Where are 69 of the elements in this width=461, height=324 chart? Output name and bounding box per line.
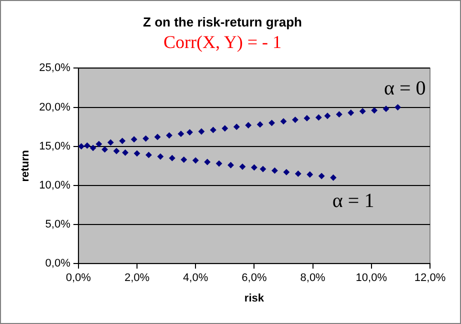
y-tick-label: 15,0% — [39, 140, 71, 152]
point — [348, 110, 354, 116]
x-tick-label: 10,0% — [356, 272, 388, 284]
point — [324, 112, 331, 120]
point — [330, 174, 337, 181]
point — [280, 118, 287, 125]
y-axis-title: return — [20, 150, 32, 182]
x-tick-label: 2,0% — [124, 272, 150, 284]
point — [239, 163, 246, 170]
point — [210, 126, 216, 134]
point — [134, 150, 140, 157]
point — [204, 158, 211, 166]
x-tick-label: 4,0% — [183, 272, 208, 284]
x-tick-label: 12,0% — [414, 272, 446, 284]
point — [96, 140, 102, 148]
point — [113, 148, 120, 154]
point — [250, 164, 258, 171]
point — [304, 115, 310, 122]
point — [142, 135, 149, 142]
point — [272, 167, 278, 174]
point — [228, 162, 234, 168]
x-tick-label: 8,0% — [300, 272, 326, 284]
y-tick-label: 25,0% — [39, 62, 71, 74]
point — [394, 104, 401, 110]
point — [178, 130, 184, 138]
point — [382, 106, 390, 112]
point — [192, 157, 199, 164]
point — [186, 129, 193, 136]
point — [78, 143, 85, 150]
point — [180, 156, 188, 163]
point — [371, 107, 378, 114]
point — [166, 132, 172, 139]
point — [90, 144, 96, 152]
annotation: α = 0 — [384, 78, 426, 100]
point — [318, 172, 325, 180]
y-tick-label: 10,0% — [39, 179, 71, 192]
point — [292, 116, 298, 123]
y-tick-label: 20,0% — [39, 101, 71, 114]
point — [245, 122, 252, 128]
annotation: α = 1 — [332, 190, 374, 212]
point — [233, 124, 240, 130]
point — [268, 120, 275, 126]
point — [146, 152, 152, 158]
y-tick-label: 5,0% — [45, 218, 71, 231]
x-tick-label: 0,0% — [66, 272, 92, 284]
x-tick-label: 6,0% — [242, 272, 267, 284]
point — [216, 160, 222, 167]
x-axis-title: risk — [244, 292, 265, 304]
point — [306, 171, 314, 178]
point — [119, 138, 126, 144]
point — [222, 125, 228, 132]
point — [168, 154, 176, 162]
point — [84, 142, 90, 149]
point — [157, 153, 164, 160]
y-tick-label: 0,0% — [45, 258, 71, 270]
point — [294, 170, 302, 177]
point — [122, 149, 128, 156]
chart-subtitle: Corr(X, Y) = - 1 — [164, 32, 282, 52]
point — [130, 136, 138, 143]
point — [359, 108, 366, 114]
point — [260, 166, 266, 172]
point — [198, 128, 205, 135]
point — [336, 111, 342, 118]
point — [107, 139, 114, 146]
point — [283, 168, 290, 176]
point — [256, 121, 264, 128]
point — [154, 134, 161, 140]
point — [315, 114, 322, 121]
chart-title: Z on the risk-return graph — [143, 14, 302, 30]
